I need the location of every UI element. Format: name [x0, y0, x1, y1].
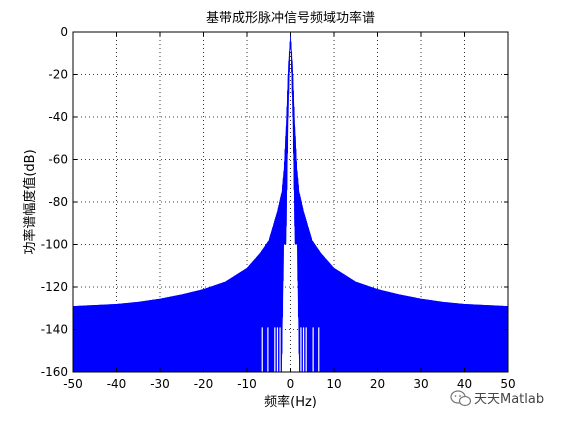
chart-title: 基带成形脉冲信号频域功率谱 [206, 10, 375, 26]
y-tick-label: -160 [41, 365, 68, 379]
y-tick-label: -60 [48, 153, 68, 167]
x-tick-label: 30 [413, 377, 428, 391]
x-tick-label: -50 [63, 377, 83, 391]
x-tick-label: -10 [237, 377, 257, 391]
tick-layer [72, 31, 509, 373]
x-tick-label: 20 [370, 377, 385, 391]
y-tick-label: 0 [60, 25, 68, 39]
y-tick-label: -20 [48, 68, 68, 82]
x-tick-label: 10 [326, 377, 341, 391]
x-tick-labels: -50 -40 -30 -20 -10 0 10 20 30 40 50 [63, 377, 515, 391]
y-tick-label: -80 [48, 195, 68, 209]
watermark-text: 天天Matlab [474, 392, 544, 407]
y-axis-label: 功率谱幅度值(dB) [22, 149, 38, 254]
grid-layer [73, 32, 508, 372]
y-tick-label: -100 [41, 238, 68, 252]
watermark: 天天Matlab [450, 390, 544, 407]
y-tick-label: -40 [48, 110, 68, 124]
x-tick-label: -30 [150, 377, 170, 391]
x-tick-label: 0 [287, 377, 295, 391]
y-tick-label: -120 [41, 280, 68, 294]
x-tick-label: -40 [107, 377, 127, 391]
y-tick-label: -140 [41, 323, 68, 337]
x-tick-label: 40 [457, 377, 472, 391]
series-layer [72, 32, 509, 373]
x-tick-label: 50 [500, 377, 515, 391]
y-tick-labels: 0 -20 -40 -60 -80 -100 -120 -140 -160 [41, 25, 68, 379]
x-tick-label: -20 [194, 377, 214, 391]
x-axis-label: 频率(Hz) [264, 394, 317, 410]
wechat-icon [450, 390, 472, 407]
